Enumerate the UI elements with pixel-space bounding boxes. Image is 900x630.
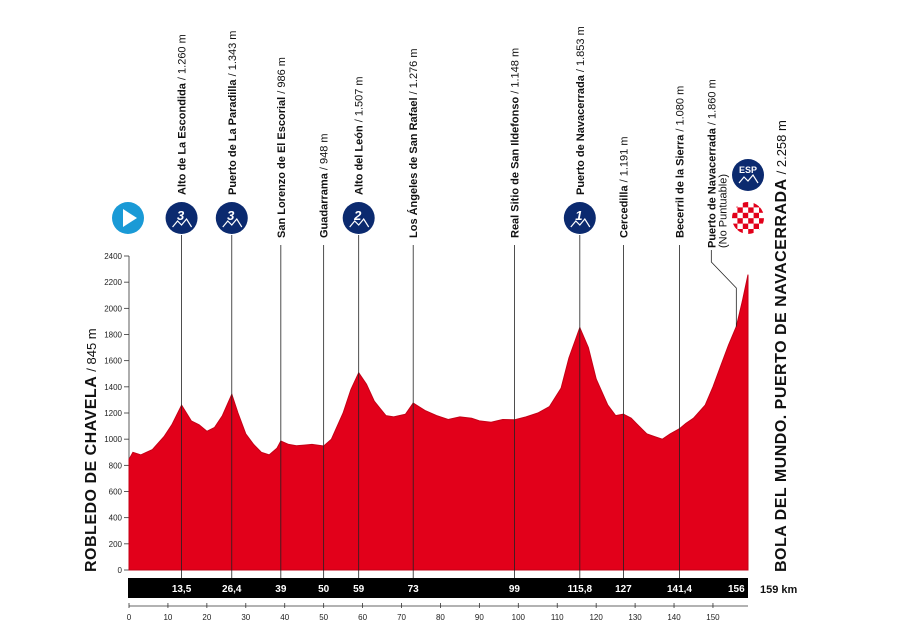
km-label: 141,4 bbox=[667, 584, 692, 595]
x-tick-label: 0 bbox=[127, 613, 132, 622]
marker-text: Alto del León / 1.507 m bbox=[354, 76, 366, 195]
marker-text: Puerto de La Paradilla / 1.343 m bbox=[227, 31, 239, 195]
climb-category-3-icon: 3 bbox=[165, 202, 198, 234]
y-tick-label: 1800 bbox=[104, 331, 122, 340]
start-altitude: / 845 m bbox=[84, 328, 99, 371]
x-tick-label: 110 bbox=[551, 613, 564, 622]
finish-badge-text: ESP bbox=[739, 165, 757, 175]
x-tick-label: 130 bbox=[628, 613, 642, 622]
finish-flag-icon bbox=[732, 202, 764, 234]
km-label: 13,5 bbox=[172, 584, 192, 595]
start-icon bbox=[112, 202, 144, 234]
finish-label: BOLA DEL MUNDO. PUERTO DE NAVACERRADA bbox=[773, 178, 790, 572]
marker-text: Guadarrama / 948 m bbox=[319, 133, 331, 238]
marker-text: Real Sitio de San Ildefonso / 1.148 m bbox=[509, 48, 521, 238]
x-tick-label: 100 bbox=[512, 613, 526, 622]
marker-label: San Lorenzo de El Escorial / 986 m bbox=[276, 57, 288, 238]
marker-text: San Lorenzo de El Escorial / 986 m bbox=[276, 57, 288, 238]
finish-badge-icon: ESP bbox=[732, 159, 764, 191]
km-label: 127 bbox=[615, 584, 632, 595]
y-tick-label: 1200 bbox=[104, 409, 122, 418]
y-tick-label: 600 bbox=[109, 488, 123, 497]
y-tick-label: 1400 bbox=[104, 383, 122, 392]
svg-text:1: 1 bbox=[575, 208, 582, 223]
marker-label: Los Ángeles de San Rafael / 1.276 m bbox=[407, 48, 420, 238]
x-tick-label: 20 bbox=[202, 613, 211, 622]
km-labels: 13,5 26,4 39 50 59 73 99 115,8 127 141,4 156 bbox=[172, 584, 745, 595]
y-tick-label: 0 bbox=[118, 566, 123, 575]
marker-label: Guadarrama / 948 m bbox=[319, 133, 331, 238]
marker-label: Alto de La Escondida / 1.260 m bbox=[177, 34, 189, 195]
marker-text: Becerril de la Sierra / 1.080 m bbox=[674, 86, 686, 238]
x-tick-label: 80 bbox=[436, 613, 445, 622]
km-label: 73 bbox=[408, 584, 420, 595]
marker-note: (No Puntuable) bbox=[717, 174, 729, 248]
marker-text: Cercedilla / 1.191 m bbox=[618, 136, 630, 238]
km-label: 156 bbox=[728, 584, 745, 595]
x-tick-label: 40 bbox=[280, 613, 289, 622]
start-label: ROBLEDO DE CHAVELA bbox=[83, 376, 100, 572]
x-tick-label: 10 bbox=[163, 613, 172, 622]
finish-altitude: / 2.258 m bbox=[774, 120, 789, 174]
x-tick-label: 120 bbox=[589, 613, 603, 622]
x-tick-label: 70 bbox=[397, 613, 406, 622]
climb-category-2-icon: 2 bbox=[342, 202, 375, 234]
km-label: 115,8 bbox=[568, 584, 593, 595]
total-distance: 159 km bbox=[760, 584, 798, 596]
y-tick-label: 1600 bbox=[104, 357, 122, 366]
km-bar bbox=[128, 578, 748, 598]
svg-text:3: 3 bbox=[177, 208, 185, 223]
elevation-profile-area bbox=[128, 274, 749, 571]
y-tick-label: 2200 bbox=[104, 278, 122, 287]
km-label: 59 bbox=[353, 584, 365, 595]
start-altitude-group: / 845 m bbox=[84, 328, 99, 371]
marker-text: Puerto de Navacerrada / 1.860 m bbox=[706, 79, 718, 248]
y-tick-label: 200 bbox=[109, 540, 123, 549]
x-axis-ticks: 0 10 20 30 40 50 60 70 80 90 100 110 120 130 140 150 bbox=[127, 603, 748, 622]
marker-line bbox=[710, 250, 737, 327]
y-tick-label: 2400 bbox=[104, 252, 122, 261]
finish-name: BOLA DEL MUNDO. PUERTO DE NAVACERRADA bbox=[773, 178, 790, 572]
km-label: 50 bbox=[318, 584, 330, 595]
marker-label: Puerto de Navacerrada / 1.853 m bbox=[575, 26, 587, 195]
marker-label: Becerril de la Sierra / 1.080 m bbox=[674, 86, 686, 238]
x-tick-label: 60 bbox=[358, 613, 367, 622]
start-name: ROBLEDO DE CHAVELA bbox=[83, 376, 100, 572]
svg-text:2: 2 bbox=[353, 208, 362, 223]
x-tick-label: 150 bbox=[706, 613, 720, 622]
marker-text: Puerto de Navacerrada / 1.853 m bbox=[575, 26, 587, 195]
km-label: 26,4 bbox=[222, 584, 242, 595]
svg-text:3: 3 bbox=[227, 208, 235, 223]
marker-label: Puerto de La Paradilla / 1.343 m bbox=[227, 31, 239, 195]
marker-text: Los Ángeles de San Rafael / 1.276 m bbox=[407, 48, 420, 238]
climb-category-3-icon: 3 bbox=[215, 202, 248, 234]
climb-category-1-icon: 1 bbox=[563, 202, 596, 234]
marker-text: Alto de La Escondida / 1.260 m bbox=[177, 34, 189, 195]
climb-markers: 3 Alto de La Escondida / 1.260 m 3 Puerto d… bbox=[165, 26, 737, 578]
x-tick-label: 30 bbox=[241, 613, 250, 622]
marker-label: Cercedilla / 1.191 m bbox=[618, 136, 630, 238]
x-tick-label: 90 bbox=[475, 613, 484, 622]
km-label: 99 bbox=[509, 584, 521, 595]
y-tick-label: 1000 bbox=[104, 435, 122, 444]
marker-label: Alto del León / 1.507 m bbox=[354, 76, 366, 195]
y-axis-ticks: 0 200 400 600 800 1000 1200 1400 1600 1800 2000 220… bbox=[104, 252, 130, 575]
y-tick-label: 800 bbox=[109, 461, 123, 470]
y-tick-label: 2000 bbox=[104, 304, 122, 313]
x-tick-label: 50 bbox=[319, 613, 328, 622]
marker-label: Real Sitio de San Ildefonso / 1.148 m bbox=[509, 48, 521, 238]
finish-altitude-group: / 2.258 m bbox=[774, 120, 789, 174]
km-label: 39 bbox=[275, 584, 287, 595]
y-tick-label: 400 bbox=[109, 514, 123, 523]
x-tick-label: 140 bbox=[667, 613, 681, 622]
marker-label: Puerto de Navacerrada / 1.860 m(No Puntu… bbox=[706, 79, 729, 248]
